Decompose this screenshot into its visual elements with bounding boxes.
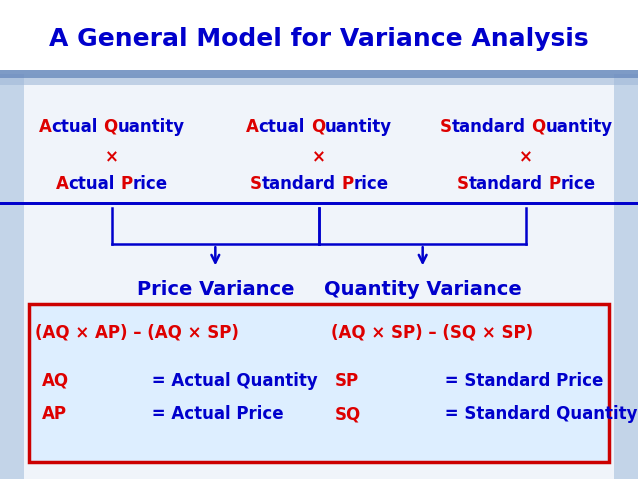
Text: S: S	[249, 175, 262, 194]
Bar	[29, 304, 609, 462]
Text: (AQ × SP) – (SQ × SP): (AQ × SP) – (SQ × SP)	[330, 324, 533, 342]
Text: P: P	[549, 175, 561, 194]
Text: SP: SP	[335, 372, 359, 390]
Text: Q: Q	[311, 118, 325, 136]
Text: = Standard Quantity: = Standard Quantity	[439, 405, 637, 423]
Text: ctual: ctual	[51, 118, 98, 136]
Text: P: P	[121, 175, 133, 194]
Text: Q: Q	[531, 118, 545, 136]
Text: rice: rice	[133, 175, 168, 194]
Bar	[0, 74, 24, 479]
Text: AP: AP	[41, 405, 66, 423]
Text: AQ: AQ	[41, 372, 69, 390]
Text: = Standard Price: = Standard Price	[439, 372, 604, 390]
Text: Quantity Variance: Quantity Variance	[324, 280, 521, 299]
Text: A General Model for Variance Analysis: A General Model for Variance Analysis	[49, 27, 589, 51]
Bar	[0, 78, 638, 85]
Text: ×: ×	[312, 148, 326, 166]
Text: ctual: ctual	[68, 175, 115, 194]
Bar	[0, 70, 638, 78]
Text: tandard: tandard	[469, 175, 543, 194]
Text: S: S	[457, 175, 469, 194]
Bar	[0, 0, 638, 74]
Text: tandard: tandard	[452, 118, 526, 136]
Text: = Actual Price: = Actual Price	[145, 405, 283, 423]
Text: ×: ×	[105, 148, 119, 166]
Text: SQ: SQ	[335, 405, 361, 423]
Text: Q: Q	[103, 118, 118, 136]
Text: rice: rice	[561, 175, 596, 194]
Bar	[614, 74, 638, 479]
Text: = Actual Quantity: = Actual Quantity	[145, 372, 317, 390]
Text: Price Variance: Price Variance	[137, 280, 294, 299]
Text: S: S	[440, 118, 452, 136]
Text: A: A	[38, 118, 51, 136]
Text: uantity: uantity	[118, 118, 185, 136]
Text: tandard: tandard	[262, 175, 336, 194]
Text: uantity: uantity	[325, 118, 392, 136]
Text: uantity: uantity	[545, 118, 613, 136]
Text: ×: ×	[519, 148, 533, 166]
Text: ctual: ctual	[258, 118, 305, 136]
Text: (AQ × AP) – (AQ × SP): (AQ × AP) – (AQ × SP)	[35, 324, 239, 342]
Text: A: A	[246, 118, 258, 136]
Text: rice: rice	[353, 175, 389, 194]
Text: A: A	[56, 175, 68, 194]
Text: P: P	[341, 175, 353, 194]
